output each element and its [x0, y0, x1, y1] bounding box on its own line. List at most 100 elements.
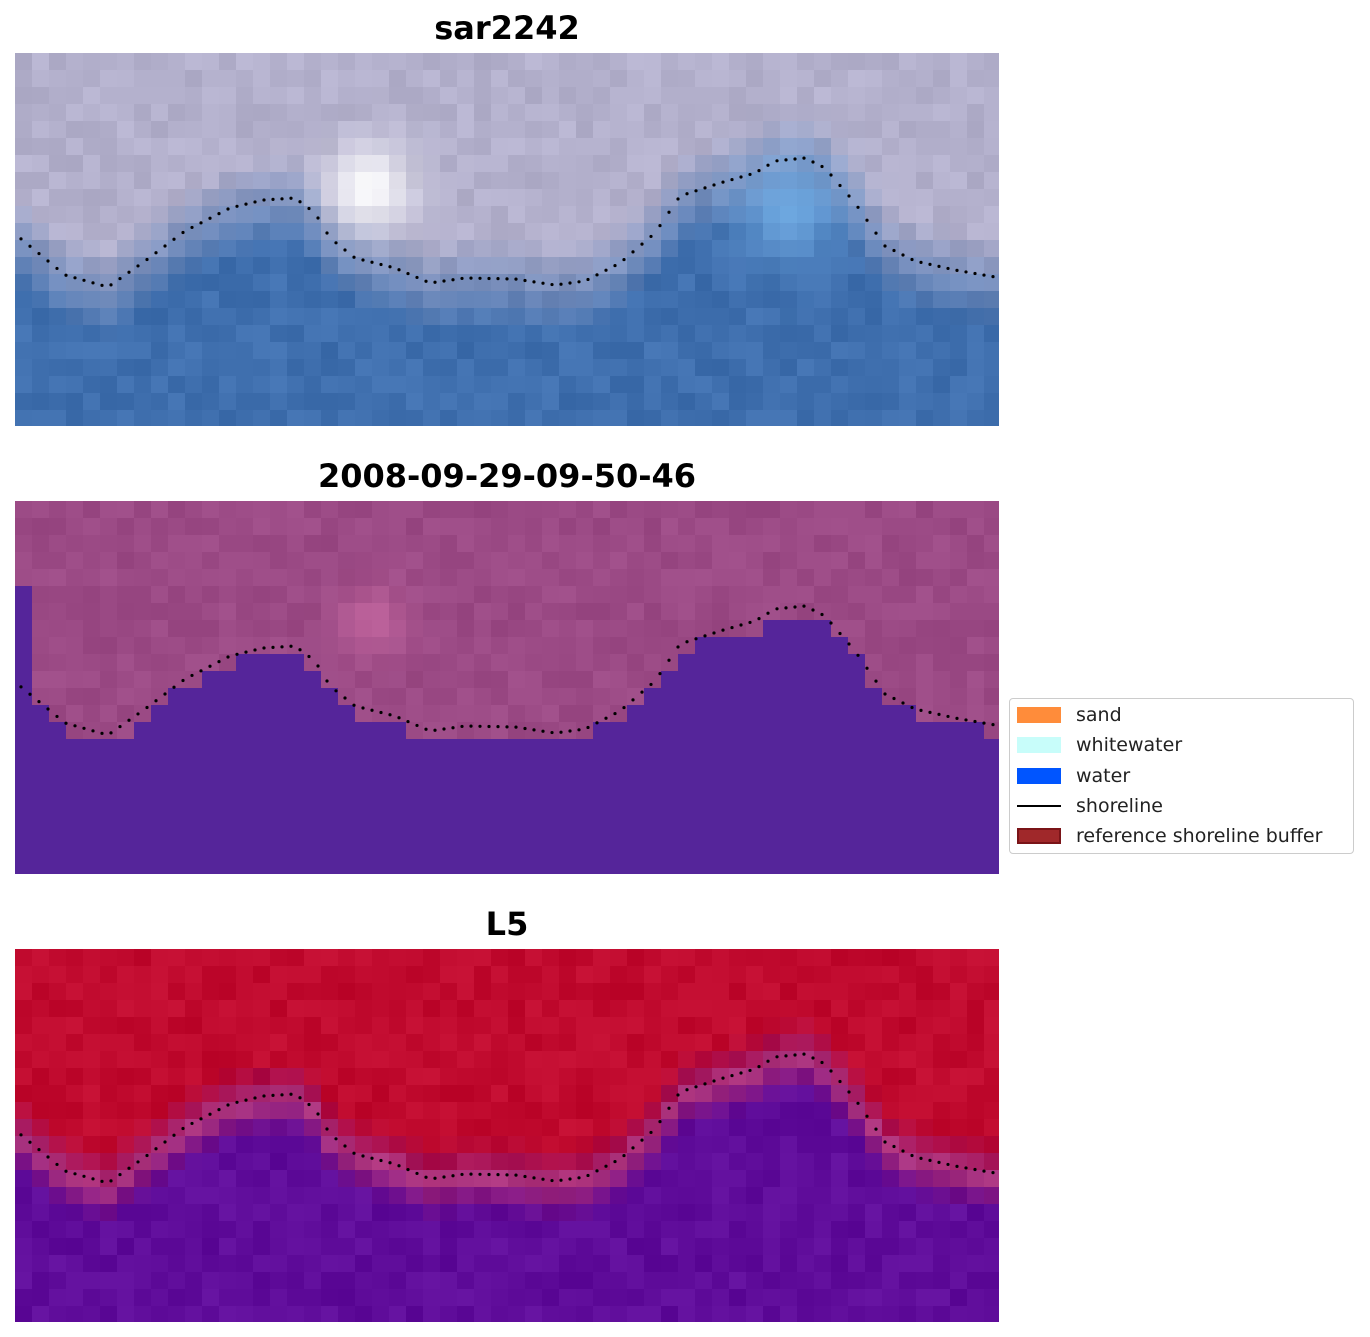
shoreline-point [883, 692, 887, 696]
shoreline-point [424, 727, 428, 731]
shoreline-point [802, 156, 806, 160]
shoreline-point [820, 1060, 824, 1065]
shoreline-point [973, 1167, 977, 1172]
shoreline-point [298, 1096, 302, 1100]
shoreline-point [649, 682, 653, 687]
shoreline-point [964, 270, 968, 274]
shoreline-point [973, 719, 977, 724]
shoreline-point [847, 1090, 851, 1094]
shoreline-point [658, 224, 662, 228]
shoreline-point [469, 724, 473, 728]
shoreline-point [694, 189, 698, 193]
shoreline-point [406, 271, 410, 276]
shoreline-point [874, 231, 878, 235]
shoreline-point [892, 248, 896, 253]
shoreline-point [28, 692, 32, 696]
shoreline-point [883, 1140, 887, 1144]
shoreline-point [928, 1158, 932, 1162]
shoreline-point [721, 180, 725, 184]
shoreline-point [271, 197, 275, 201]
shoreline-point [487, 1172, 491, 1177]
shoreline-point [352, 255, 356, 259]
shoreline-point [433, 280, 437, 284]
shoreline-point [982, 273, 986, 277]
shoreline-point [811, 608, 815, 612]
shoreline-point [379, 262, 383, 267]
legend-label-whitewater: whitewater [1076, 734, 1183, 756]
shoreline-point [253, 1096, 257, 1100]
shoreline-point [316, 1112, 320, 1116]
shoreline-point [577, 1176, 581, 1180]
shoreline-point [469, 1172, 473, 1176]
shoreline-point [883, 244, 887, 248]
shoreline-point [811, 160, 815, 164]
legend-item-water: water [1017, 765, 1130, 787]
shoreline-point [217, 212, 221, 216]
shoreline-point [730, 1073, 734, 1078]
shoreline-point [748, 172, 752, 177]
shoreline-point [541, 281, 545, 285]
shoreline-point [658, 672, 662, 676]
shoreline-point [298, 648, 302, 652]
shoreline-point [991, 275, 995, 279]
shoreline-point [55, 1162, 59, 1167]
shoreline-point [604, 268, 608, 272]
shoreline-point [775, 607, 779, 611]
shoreline-point [478, 1172, 482, 1176]
shoreline-point [514, 277, 518, 281]
shoreline-point [343, 248, 347, 252]
shoreline-point [847, 642, 851, 646]
shoreline-point [712, 631, 716, 635]
shoreline-point [91, 281, 95, 285]
shoreline-point [964, 718, 968, 722]
shoreline-point [523, 1174, 527, 1179]
legend-item-whitewater: whitewater [1017, 734, 1183, 756]
shoreline-point [739, 623, 743, 627]
shoreline-point [46, 1155, 50, 1159]
shoreline-point [235, 652, 239, 656]
shoreline-point [856, 205, 860, 209]
shoreline-point [352, 703, 356, 707]
shoreline-point [595, 273, 599, 277]
shoreline-point [667, 210, 671, 214]
shoreline-point [685, 1088, 689, 1092]
shoreline-point [433, 1176, 437, 1180]
shoreline-point [460, 1172, 464, 1177]
shoreline-point [622, 705, 626, 710]
shoreline-point [199, 221, 203, 225]
shoreline-point [343, 696, 347, 700]
shoreline-point [910, 1153, 914, 1158]
shoreline-point [937, 1160, 941, 1164]
shoreline-point [388, 713, 392, 717]
shoreline-point [55, 266, 59, 271]
shoreline-point [289, 644, 293, 648]
shoreline-point [622, 1153, 626, 1158]
shoreline-point [631, 250, 635, 254]
shoreline-point [613, 1159, 617, 1164]
shoreline-point [145, 705, 149, 710]
shoreline-point [361, 706, 365, 710]
shoreline-point [595, 721, 599, 725]
shoreline-point [127, 1166, 131, 1170]
shoreline-point [640, 1138, 644, 1142]
shoreline-point [379, 710, 383, 715]
shoreline-point [505, 725, 509, 729]
shoreline-point [514, 1173, 518, 1177]
shoreline-point [262, 1094, 266, 1098]
shoreline-point [460, 724, 464, 729]
legend-label-sand: sand [1076, 704, 1122, 726]
shoreline-point [163, 692, 167, 696]
shoreline-point [262, 646, 266, 650]
shoreline-point [307, 206, 311, 211]
shoreline-point [37, 700, 41, 704]
shoreline-point [442, 1175, 446, 1179]
shoreline-point [451, 726, 455, 730]
shoreline-point [172, 685, 176, 689]
shoreline-point [289, 196, 293, 200]
shoreline-point [253, 648, 257, 652]
shoreline-point [838, 1079, 842, 1084]
shoreline-point [361, 1154, 365, 1158]
shoreline-point [523, 278, 527, 283]
shoreline-point [757, 1065, 761, 1069]
shoreline-point [496, 277, 500, 281]
